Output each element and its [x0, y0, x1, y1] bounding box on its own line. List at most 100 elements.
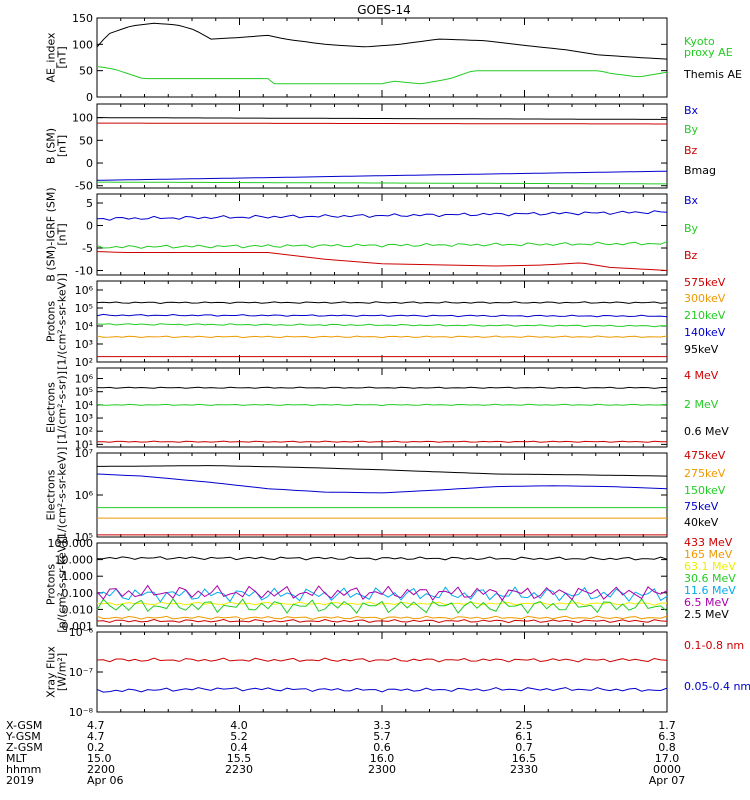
legend-label: 0.6 MeV [684, 425, 729, 438]
y-tick-label: 10⁵ [75, 531, 93, 544]
y-axis-label: [nT] [56, 135, 69, 157]
y-tick-label: 0.001 [62, 620, 94, 633]
series-line-protons-4 [96, 301, 668, 305]
legend-label: 475keV [684, 449, 726, 462]
ephemeris-value: 1.7 [658, 719, 676, 732]
y-axis-label: B (SM) [45, 128, 58, 164]
legend-label: 575keV [684, 276, 726, 289]
panel-b: -50 0 50 100 B (SM)[nT] Bx By Bz Bmag [45, 103, 716, 193]
ephemeris-value: 5.7 [373, 730, 391, 743]
legend-label: 2.5 MeV [684, 608, 729, 621]
panel-frame [96, 631, 668, 713]
series-line-b-0 [96, 170, 668, 181]
series-line-ae-0 [96, 66, 668, 85]
panel-electrons_kev: 10⁵ 10⁶ 10⁷ Electrons[1/(cm²-s-sr-keV)] 475k… [45, 447, 726, 544]
y-axis-label: [1/(cm²-s-sr-keV)] [56, 273, 69, 370]
ephemeris-value: 2330 [510, 763, 538, 776]
series-line-db-2 [96, 251, 668, 271]
series-line-electrons-2 [96, 386, 668, 389]
legend-label: 150keV [684, 484, 726, 497]
legend-label: 165 MeV [684, 548, 733, 561]
legend-label: 210keV [684, 309, 726, 322]
panel-frame [96, 17, 668, 98]
ephemeris-value: 2230 [225, 763, 253, 776]
ephemeris-value: 2200 [87, 763, 115, 776]
y-tick-label: 10⁻⁸ [69, 706, 94, 719]
y-tick-label: -5 [82, 242, 93, 255]
ephemeris-value: 6.1 [515, 730, 533, 743]
ephemeris-value: 2.5 [515, 719, 533, 732]
y-tick-label: 100 [72, 112, 93, 125]
y-tick-label: 10² [75, 356, 93, 369]
y-tick-label: 10³ [75, 412, 93, 425]
series-line-db-0 [96, 210, 668, 221]
ephemeris-value: 4.0 [230, 719, 248, 732]
y-tick-label: 50 [79, 134, 93, 147]
series-line-protons-3 [96, 313, 668, 318]
legend-label: 2 MeV [684, 398, 719, 411]
ephemeris-value: Apr 06 [87, 774, 124, 787]
y-tick-label: -10 [75, 265, 93, 278]
legend-label: Bmag [684, 164, 716, 177]
legend-label: proxy AE [684, 46, 733, 59]
legend-label: 275keV [684, 467, 726, 480]
ephemeris-value: 15.0 [87, 752, 112, 765]
ephemeris-value: Apr 07 [649, 774, 686, 787]
series-line-protons_mev-6 [96, 556, 668, 561]
y-axis-label: Xray Flux [45, 646, 58, 698]
legend-label: 75keV [684, 500, 719, 513]
ephemeris-value: 2300 [368, 763, 396, 776]
series-line-protons_mev-1 [96, 615, 668, 620]
legend-label: 0.1-0.8 nm [684, 639, 744, 652]
ephemeris-value: 0000 [653, 763, 681, 776]
y-tick-label: 0 [86, 91, 93, 104]
series-line-xray-0 [96, 657, 668, 663]
y-axis-label: [nT] [56, 223, 69, 245]
y-tick-label: 10⁴ [75, 320, 94, 333]
y-tick-label: 1.000 [62, 570, 94, 583]
legend-label: 11.6 MeV [684, 584, 736, 597]
y-tick-label: 10⁴ [75, 399, 94, 412]
series-line-electrons_kev-4 [97, 465, 668, 477]
ephemeris-value: 4.7 [87, 719, 105, 732]
ephemeris-value: 0.7 [515, 741, 533, 754]
y-tick-label: 10⁶ [75, 489, 94, 502]
y-tick-label: 100.000 [48, 537, 94, 550]
ephemeris-row-label: X-GSM [6, 719, 42, 732]
ephemeris-value: 0.6 [373, 741, 391, 754]
y-tick-label: 50 [79, 65, 93, 78]
y-axis-label: [nT] [56, 46, 69, 68]
ephemeris-row-label: Z-GSM [6, 741, 43, 754]
series-line-protons_mev-0 [96, 618, 668, 624]
ephemeris-value: 4.7 [87, 730, 105, 743]
ephemeris-row-label: 2019 [6, 774, 34, 787]
series-line-xray-1 [96, 687, 668, 693]
y-axis-label: Electrons [45, 469, 58, 520]
ephemeris-row-label: Y-GSM [5, 730, 41, 743]
y-tick-label: 10⁵ [75, 386, 93, 399]
series-line-protons-2 [96, 323, 667, 328]
y-axis-label: [W/m²] [56, 653, 69, 691]
panel-xray: 10⁻⁸ 10⁻⁷ 10⁻⁶ Xray Flux[W/m²] 0.1-0.8 nm 0.0… [45, 626, 750, 719]
legend-label: Themis AE [683, 68, 742, 81]
series-line-protons-1 [96, 335, 668, 339]
legend-label: 140keV [684, 326, 726, 339]
legend-label: 95keV [684, 343, 719, 356]
series-line-electrons_kev-3 [96, 473, 668, 494]
ephemeris-value: 15.5 [227, 752, 252, 765]
y-tick-label: 0.100 [62, 587, 94, 600]
plot-title: GOES-14 [357, 3, 411, 17]
y-tick-label: 10⁵ [75, 302, 93, 315]
y-tick-label: 0.010 [62, 603, 94, 616]
y-axis-label: B (SM)-IGRF (SM) [45, 187, 58, 281]
y-tick-label: 10⁶ [75, 373, 94, 386]
y-axis-label: [1/(cm²-s-sr)] [56, 371, 69, 444]
y-tick-label: 5 [86, 197, 93, 210]
series-line-b-3 [97, 117, 667, 120]
y-tick-label: 10⁷ [75, 447, 93, 460]
y-axis-label: Electrons [45, 382, 58, 433]
